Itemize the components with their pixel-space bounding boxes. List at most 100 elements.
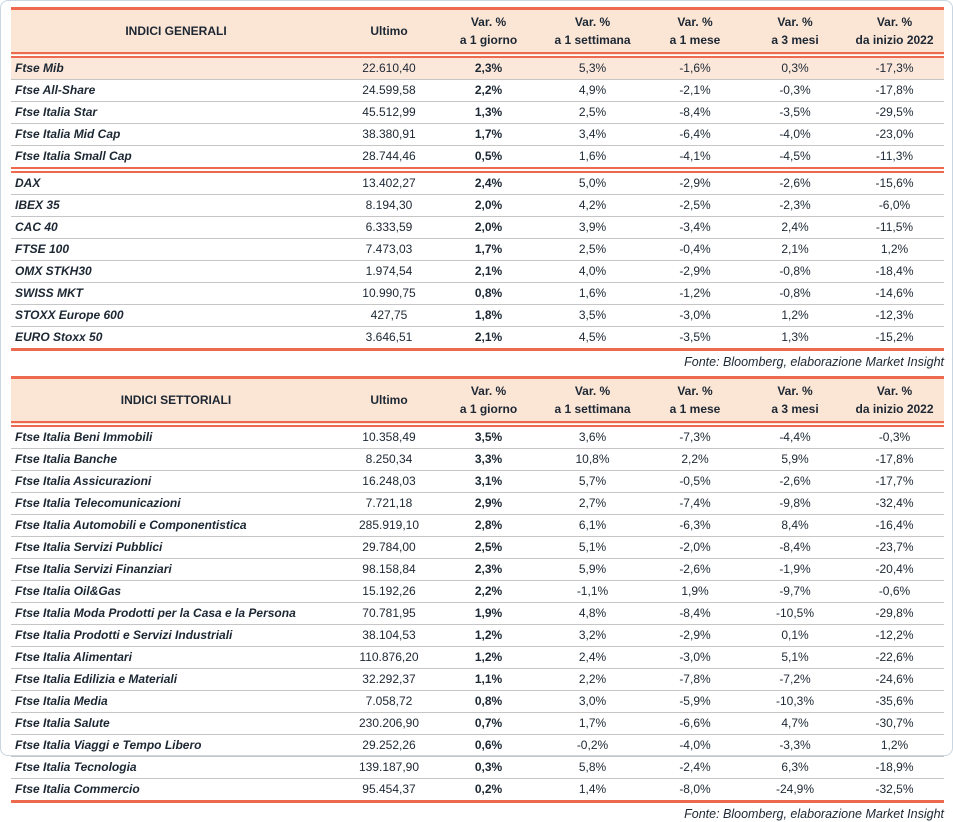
var-1d-value: 1,7% [437,123,540,146]
var-1w-value: 1,7% [540,712,645,735]
var-1m-value: -6,6% [645,712,745,735]
var-1m-value: -3,5% [645,326,745,350]
ultimo-value: 8.250,34 [341,448,437,471]
ultimo-value: 29.784,00 [341,536,437,559]
var-1m-value: -7,4% [645,492,745,515]
var-1w-value: 3,5% [540,304,645,327]
index-name: Ftse Italia Automobili e Componentistica [11,514,341,537]
var-1m-value: 1,9% [645,580,745,603]
table-row: Ftse Italia Prodotti e Servizi Industria… [11,624,944,647]
table-title: INDICI GENERALI [11,8,341,55]
var-ytd-value: -18,9% [845,756,944,779]
index-name: Ftse Italia Prodotti e Servizi Industria… [11,624,341,647]
ultimo-value: 10.990,75 [341,282,437,305]
var-ytd-value: -17,3% [845,55,944,80]
var-1d-value: 0,8% [437,282,540,305]
table-row: Ftse Italia Assicurazioni 16.248,03 3,1% 5,… [11,470,944,493]
var-1w-value: 10,8% [540,448,645,471]
index-name: Ftse Italia Alimentari [11,646,341,669]
table-row: Ftse Italia Banche 8.250,34 3,3% 10,8% 2,2% 5… [11,448,944,471]
var-1w-value: -1,1% [540,580,645,603]
var-1w-value: 2,2% [540,668,645,691]
var-3m-value: -4,5% [745,145,845,171]
index-name: EURO Stoxx 50 [11,326,341,350]
var-ytd-value: -29,8% [845,602,944,625]
var-3m-value: -24,9% [745,778,845,802]
header-row: INDICI SETTORIALI Ultimo Var. % a 1 giorn… [11,377,944,424]
var-3m-value: -0,3% [745,79,845,102]
var-ytd-value: -11,3% [845,145,944,171]
var-1w-value: 3,2% [540,624,645,647]
var-1w-value: 4,2% [540,194,645,217]
var-1m-value: -6,4% [645,123,745,146]
var-1m-value: -4,1% [645,145,745,171]
var-ytd-value: -0,3% [845,424,944,449]
source-note: Fonte: Bloomberg, elaborazione Market In… [684,355,944,369]
var-1w-value: 3,4% [540,123,645,146]
indici-generali-table: INDICI GENERALI Ultimo Var. % a 1 giorno V… [11,7,944,351]
var-ytd-value: -14,6% [845,282,944,305]
var-3m-value: 5,9% [745,448,845,471]
var-1d-value: 2,0% [437,216,540,239]
var-1d-value: 2,1% [437,326,540,350]
var-1d-value: 2,3% [437,558,540,581]
ultimo-value: 6.333,59 [341,216,437,239]
var-1d-value: 0,3% [437,756,540,779]
var-1w-value: 2,5% [540,238,645,261]
var-ytd-value: -23,0% [845,123,944,146]
var-ytd-value: 1,2% [845,238,944,261]
column-header-var: Var. % a 3 mesi [745,377,845,424]
ultimo-value: 3.646,51 [341,326,437,350]
var-ytd-value: -22,6% [845,646,944,669]
table-row: Ftse Italia Automobili e Componentistica… [11,514,944,537]
index-name: Ftse Italia Servizi Pubblici [11,536,341,559]
var-3m-value: 1,2% [745,304,845,327]
var-3m-value: 2,1% [745,238,845,261]
var-1w-value: 1,6% [540,145,645,171]
ultimo-value: 7.058,72 [341,690,437,713]
var-1m-value: -4,0% [645,734,745,757]
ultimo-value: 28.744,46 [341,145,437,171]
ultimo-value: 70.781,95 [341,602,437,625]
var-1w-value: 1,6% [540,282,645,305]
var-1w-value: 4,0% [540,260,645,283]
table-row: Ftse Italia Mid Cap 38.380,91 1,7% 3,4% -6,4… [11,123,944,146]
table-row: Ftse Italia Alimentari 110.876,20 1,2% 2,4%… [11,646,944,669]
var-1d-value: 2,0% [437,194,540,217]
table-row: Ftse Italia Telecomunicazioni 7.721,18 2,9… [11,492,944,515]
var-3m-value: 5,1% [745,646,845,669]
var-1m-value: -8,4% [645,602,745,625]
var-1w-value: 4,9% [540,79,645,102]
table-row: Ftse Italia Small Cap 28.744,46 0,5% 1,6% -4… [11,145,944,171]
var-ytd-value: -15,2% [845,326,944,350]
index-name: Ftse Italia Assicurazioni [11,470,341,493]
var-3m-value: -8,4% [745,536,845,559]
index-name: Ftse Italia Banche [11,448,341,471]
ultimo-value: 13.402,27 [341,170,437,195]
var-1m-value: -0,4% [645,238,745,261]
var-ytd-value: -35,6% [845,690,944,713]
index-name: Ftse Italia Moda Prodotti per la Casa e … [11,602,341,625]
table-row: STOXX Europe 600 427,75 1,8% 3,5% -3,0% 1,2% -… [11,304,944,327]
var-1w-value: 3,6% [540,424,645,449]
column-header-var: Var. % da inizio 2022 [845,8,944,55]
var-3m-value: -2,6% [745,170,845,195]
var-1m-value: -2,4% [645,756,745,779]
table-row: Ftse Mib 22.610,40 2,3% 5,3% -1,6% 0,3% -17,3% [11,55,944,80]
var-1w-value: 5,7% [540,470,645,493]
var-3m-value: -1,9% [745,558,845,581]
var-1d-value: 1,2% [437,624,540,647]
indici-settoriali-table: INDICI SETTORIALI Ultimo Var. % a 1 giorn… [11,376,944,803]
var-3m-value: 1,3% [745,326,845,350]
var-1d-value: 2,1% [437,260,540,283]
var-1d-value: 2,2% [437,580,540,603]
var-1m-value: 2,2% [645,448,745,471]
var-3m-value: 2,4% [745,216,845,239]
index-name: Ftse Italia Star [11,101,341,124]
table-row: Ftse Italia Star 45.512,99 1,3% 2,5% -8,4% -3… [11,101,944,124]
header-row: INDICI GENERALI Ultimo Var. % a 1 giorno V… [11,8,944,55]
var-1m-value: -2,5% [645,194,745,217]
var-ytd-value: -32,5% [845,778,944,802]
var-3m-value: -2,3% [745,194,845,217]
